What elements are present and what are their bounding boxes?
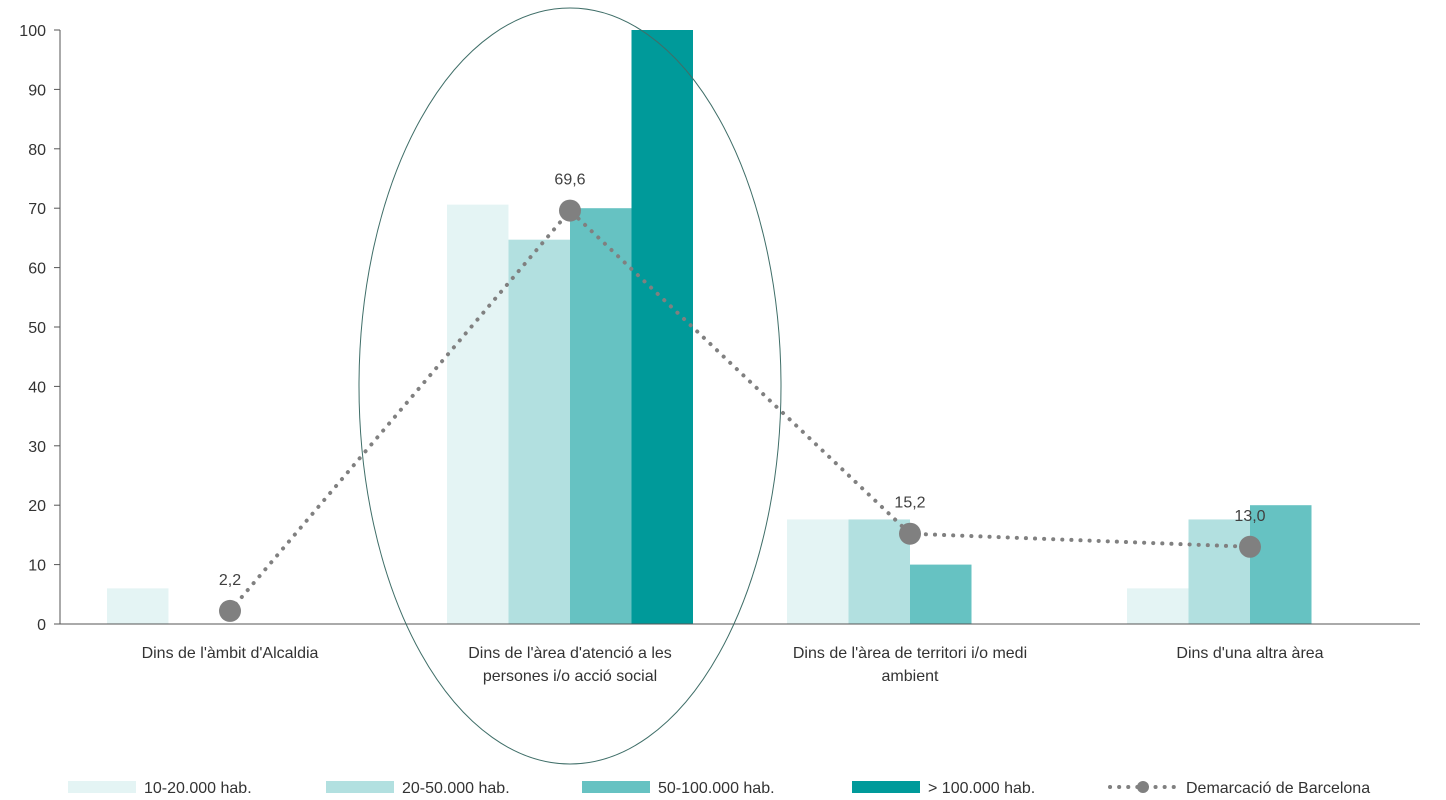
line-data-labels: 2,2 69,6 15,2 13,0 <box>219 172 1266 589</box>
bar <box>631 30 693 624</box>
y-tick-label: 70 <box>28 201 46 218</box>
y-axis-ticks: 0 10 20 30 40 50 60 70 80 90 100 <box>19 23 60 634</box>
category-label-line: ambient <box>882 668 939 685</box>
bar <box>1127 588 1189 624</box>
bar <box>570 208 632 624</box>
category-label: Dins de l'àrea de territori i/o medi ambi… <box>793 645 1027 685</box>
category-label-line: Dins de l'àrea d'atenció a les <box>468 645 672 662</box>
y-tick-label: 80 <box>28 142 46 159</box>
bar <box>910 564 972 624</box>
y-tick-label: 60 <box>28 261 46 278</box>
y-tick-label: 20 <box>28 498 46 515</box>
data-label: 69,6 <box>554 172 585 189</box>
bar-series <box>107 30 1312 625</box>
bar <box>787 519 849 624</box>
y-tick-label: 50 <box>28 320 46 337</box>
category-label-line: Dins d'una altra àrea <box>1176 645 1323 662</box>
legend-label: > 100.000 hab. <box>928 780 1035 797</box>
bar <box>508 239 570 624</box>
bar <box>1188 519 1250 624</box>
category-label: Dins d'una altra àrea <box>1176 645 1323 662</box>
line-marker <box>219 599 241 622</box>
bar <box>447 204 509 625</box>
legend-label: 20-50.000 hab. <box>402 780 510 797</box>
legend-label: 50-100.000 hab. <box>658 780 775 797</box>
legend-swatch <box>68 781 136 793</box>
legend-swatch <box>852 781 920 793</box>
data-label: 2,2 <box>219 572 241 589</box>
y-tick-label: 100 <box>19 23 46 40</box>
category-label: Dins de l'àrea d'atenció a les persones i… <box>468 645 672 685</box>
data-label: 15,2 <box>894 495 925 512</box>
y-tick-label: 90 <box>28 82 46 99</box>
line-marker <box>1239 535 1261 558</box>
legend-line-marker <box>1137 781 1149 793</box>
y-tick-label: 30 <box>28 439 46 456</box>
category-label-line: Dins de l'àrea de territori i/o medi <box>793 645 1027 662</box>
category-labels: Dins de l'àmbit d'Alcaldia Dins de l'àrea… <box>142 645 1324 685</box>
line-markers <box>219 199 1261 622</box>
legend-label: Demarcació de Barcelona <box>1186 780 1370 797</box>
bar <box>107 588 169 624</box>
bar <box>1250 505 1312 624</box>
legend-swatch <box>582 781 650 793</box>
y-tick-label: 0 <box>37 617 46 634</box>
line-marker <box>899 522 921 545</box>
highlight-ellipse <box>358 7 782 765</box>
legend-swatch <box>326 781 394 793</box>
y-tick-label: 10 <box>28 558 46 575</box>
line-marker <box>559 199 581 222</box>
category-label-line: Dins de l'àmbit d'Alcaldia <box>142 645 319 662</box>
y-tick-label: 40 <box>28 379 46 396</box>
legend-label: 10-20.000 hab. <box>144 780 252 797</box>
category-label: Dins de l'àmbit d'Alcaldia <box>142 645 319 662</box>
category-label-line: persones i/o acció social <box>483 668 657 685</box>
demarcacio-line <box>228 207 1252 613</box>
data-label: 13,0 <box>1234 508 1265 525</box>
legend: 10-20.000 hab. 20-50.000 hab. 50-100.000 h… <box>68 780 1370 797</box>
